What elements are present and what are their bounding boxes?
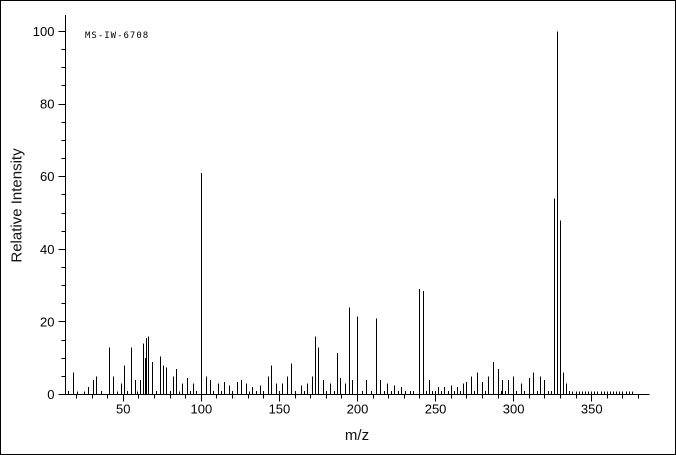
svg-text:350: 350 (581, 402, 603, 417)
svg-text:100: 100 (190, 402, 212, 417)
svg-text:300: 300 (503, 402, 525, 417)
x-axis-title: m/z (344, 427, 370, 444)
svg-text:20: 20 (40, 314, 54, 329)
y-axis-title: Relative Intensity (8, 148, 26, 263)
svg-text:50: 50 (116, 402, 130, 417)
svg-text:200: 200 (347, 402, 369, 417)
svg-text:100: 100 (33, 24, 55, 39)
svg-text:0: 0 (47, 387, 54, 402)
svg-text:150: 150 (269, 402, 291, 417)
svg-text:250: 250 (425, 402, 447, 417)
svg-text:40: 40 (40, 242, 54, 257)
svg-text:60: 60 (40, 169, 54, 184)
sample-id-label: MS-IW-6708 (85, 31, 150, 41)
svg-text:80: 80 (40, 97, 54, 112)
